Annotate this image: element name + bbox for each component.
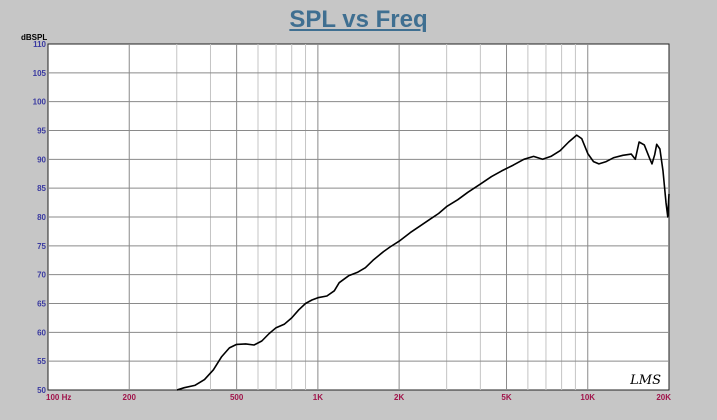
- y-tick-label: 65: [37, 300, 46, 309]
- y-tick-label: 60: [37, 328, 46, 337]
- y-tick-label: 85: [37, 184, 46, 193]
- y-tick-label: 75: [37, 242, 46, 251]
- chart-title: SPL vs Freq: [289, 6, 428, 33]
- y-tick-label: 100: [33, 98, 47, 107]
- x-tick-label: 2K: [394, 393, 404, 402]
- y-tick-label: 55: [37, 357, 46, 366]
- y-tick-label: 105: [33, 69, 47, 78]
- y-axis-label: dBSPL: [21, 33, 47, 42]
- x-tick-label: 500: [230, 393, 244, 402]
- spl-curve: [176, 134, 670, 391]
- y-tick-label: 50: [37, 386, 46, 395]
- x-tick-label: 5K: [501, 393, 511, 402]
- x-tick-label: 100 Hz: [46, 393, 71, 402]
- watermark-logo: LMS: [629, 373, 661, 388]
- y-tick-label: 110: [33, 40, 46, 49]
- y-tick-label: 80: [37, 213, 46, 222]
- x-tick-label: 10K: [580, 393, 595, 402]
- x-tick-label: 20K: [656, 393, 671, 402]
- x-tick-label: 200: [123, 393, 137, 402]
- x-tick-label: 1K: [313, 393, 323, 402]
- y-tick-label: 90: [37, 155, 46, 164]
- y-tick-label: 95: [37, 127, 46, 136]
- y-tick-label: 70: [37, 271, 46, 280]
